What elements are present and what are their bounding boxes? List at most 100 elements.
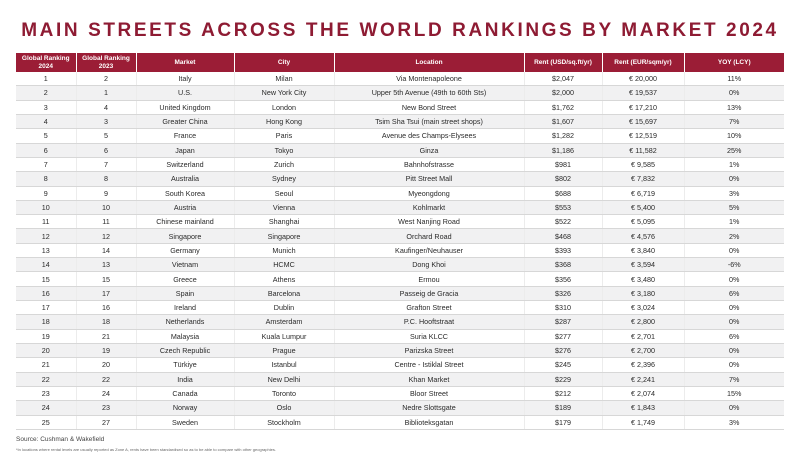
city-cell: Istanbul <box>234 357 335 373</box>
rank-2024-cell: 9 <box>16 186 77 201</box>
rent-usd-cell: $179 <box>524 415 603 430</box>
rent-eur-cell: € 5,400 <box>602 200 685 216</box>
yoy-cell: 7% <box>684 114 784 130</box>
market-cell: Austria <box>136 200 235 216</box>
table-row: 14 13 Vietnam HCMC Dong Khoi $368 € 3,594 -6% <box>16 257 784 273</box>
rank-2024-cell: 5 <box>16 128 77 144</box>
table-row: 20 19 Czech Republic Prague Parizska Street $… <box>16 343 784 359</box>
rank-2024-cell: 15 <box>16 271 77 287</box>
rent-usd-cell: $2,047 <box>524 72 603 87</box>
yoy-cell: 0% <box>684 271 784 287</box>
location-cell: Nedre Slottsgate <box>334 400 525 416</box>
yoy-cell: 0% <box>684 85 784 101</box>
city-cell: Tokyo <box>234 143 335 158</box>
rent-eur-cell: € 3,840 <box>602 243 685 259</box>
rank-2023-cell: 18 <box>76 314 137 330</box>
table-row: 15 15 Greece Athens Ermou $356 € 3,480 0% <box>16 271 784 287</box>
rank-2023-cell: 19 <box>76 343 137 359</box>
rent-usd-cell: $688 <box>524 186 603 201</box>
market-cell: Ireland <box>136 300 235 316</box>
yoy-cell: 6% <box>684 329 784 344</box>
city-cell: Paris <box>234 128 335 144</box>
yoy-cell: 5% <box>684 200 784 216</box>
yoy-cell: 0% <box>684 357 784 373</box>
rank-2023-cell: 11 <box>76 214 137 230</box>
yoy-cell: 3% <box>684 415 784 430</box>
table-row: 16 17 Spain Barcelona Passeig de Gracia $326 €… <box>16 286 784 302</box>
yoy-cell: -6% <box>684 257 784 273</box>
rent-usd-cell: $310 <box>524 300 603 316</box>
rent-usd-cell: $2,000 <box>524 85 603 101</box>
table-header-row: Global Ranking 2024 Global Ranking 2023 … <box>16 53 784 72</box>
rent-eur-cell: € 20,000 <box>602 72 685 87</box>
rank-2023-cell: 20 <box>76 357 137 373</box>
city-cell: Prague <box>234 343 335 359</box>
yoy-cell: 6% <box>684 286 784 302</box>
location-cell: Ermou <box>334 271 525 287</box>
rank-2023-cell: 13 <box>76 257 137 273</box>
column-header-yoy: YOY (LCY) <box>684 53 784 72</box>
table-row: 9 9 South Korea Seoul Myeongdong $688 € 6,719 3… <box>16 186 784 201</box>
table-row: 11 11 Chinese mainland Shanghai West Nanjing… <box>16 214 784 230</box>
rank-2023-cell: 22 <box>76 372 137 387</box>
rent-eur-cell: € 2,241 <box>602 372 685 387</box>
column-header-rent-eur: Rent (EUR/sqm/yr) <box>602 53 685 72</box>
rent-usd-cell: $245 <box>524 357 603 373</box>
yoy-cell: 0% <box>684 300 784 316</box>
location-cell: Grafton Street <box>334 300 525 316</box>
table-row: 22 22 India New Delhi Khan Market $229 € 2,241… <box>16 372 784 387</box>
rent-eur-cell: € 5,095 <box>602 214 685 230</box>
rent-eur-cell: € 3,594 <box>602 257 685 273</box>
rankings-table: Global Ranking 2024 Global Ranking 2023 … <box>16 53 784 430</box>
city-cell: Oslo <box>234 400 335 416</box>
rank-2024-cell: 14 <box>16 257 77 273</box>
rent-usd-cell: $802 <box>524 171 603 187</box>
market-cell: Switzerland <box>136 157 235 173</box>
table-body: 1 2 Italy Milan Via Montenapoleone $2,047 € 20… <box>16 72 784 430</box>
location-cell: P.C. Hooftstraat <box>334 314 525 330</box>
rank-2024-cell: 18 <box>16 314 77 330</box>
rent-usd-cell: $276 <box>524 343 603 359</box>
location-cell: Suria KLCC <box>334 329 525 344</box>
rank-2024-cell: 2 <box>16 85 77 101</box>
yoy-cell: 15% <box>684 386 784 402</box>
location-cell: Ginza <box>334 143 525 158</box>
column-header-ranking-2023: Global Ranking 2023 <box>76 53 137 72</box>
city-cell: Stockholm <box>234 415 335 430</box>
location-cell: Centre - Istiklal Street <box>334 357 525 373</box>
location-cell: Avenue des Champs-Elysees <box>334 128 525 144</box>
location-cell: Parizska Street <box>334 343 525 359</box>
market-cell: Türkiye <box>136 357 235 373</box>
rent-usd-cell: $229 <box>524 372 603 387</box>
table-row: 25 27 Sweden Stockholm Biblioteksgatan $179 € … <box>16 415 784 430</box>
city-cell: Shanghai <box>234 214 335 230</box>
rent-eur-cell: € 15,697 <box>602 114 685 130</box>
city-cell: New Delhi <box>234 372 335 387</box>
rank-2023-cell: 15 <box>76 271 137 287</box>
rent-eur-cell: € 6,719 <box>602 186 685 201</box>
rent-eur-cell: € 2,074 <box>602 386 685 402</box>
city-cell: Barcelona <box>234 286 335 302</box>
market-cell: Malaysia <box>136 329 235 344</box>
market-cell: U.S. <box>136 85 235 101</box>
rent-usd-cell: $553 <box>524 200 603 216</box>
rank-2024-cell: 4 <box>16 114 77 130</box>
location-cell: Upper 5th Avenue (49th to 60th Sts) <box>334 85 525 101</box>
rank-2024-cell: 3 <box>16 100 77 115</box>
city-cell: Athens <box>234 271 335 287</box>
table-row: 12 12 Singapore Singapore Orchard Road $468 € … <box>16 228 784 244</box>
rank-2024-cell: 16 <box>16 286 77 302</box>
market-cell: Sweden <box>136 415 235 430</box>
table-row: 8 8 Australia Sydney Pitt Street Mall $802 € 7… <box>16 171 784 187</box>
rank-2024-cell: 1 <box>16 72 77 87</box>
yoy-cell: 25% <box>684 143 784 158</box>
rank-2024-cell: 12 <box>16 228 77 244</box>
rank-2024-cell: 17 <box>16 300 77 316</box>
rent-eur-cell: € 19,537 <box>602 85 685 101</box>
table-row: 21 20 Türkiye Istanbul Centre - Istiklal Str… <box>16 357 784 373</box>
yoy-cell: 0% <box>684 243 784 259</box>
market-cell: United Kingdom <box>136 100 235 115</box>
rent-usd-cell: $1,186 <box>524 143 603 158</box>
table-row: 5 5 France Paris Avenue des Champs-Elysees $1… <box>16 128 784 144</box>
location-cell: Kohlmarkt <box>334 200 525 216</box>
